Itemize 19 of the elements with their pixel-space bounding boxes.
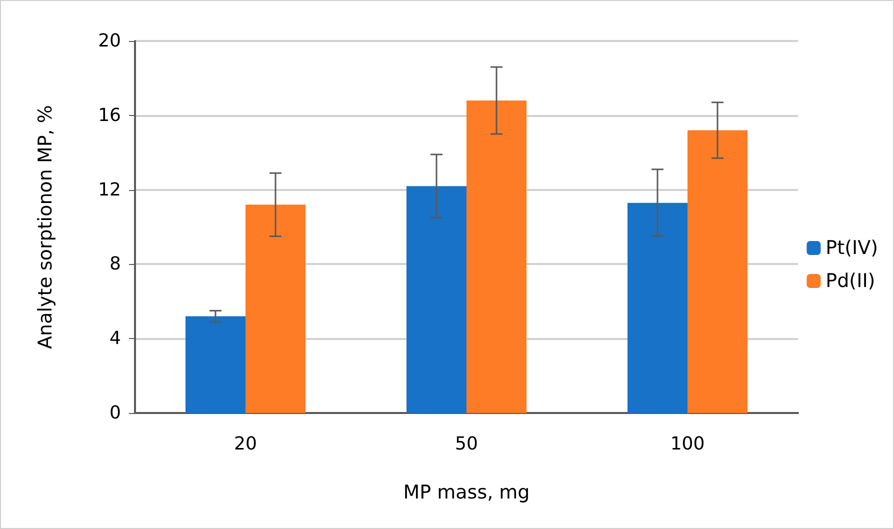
- bar: [406, 186, 466, 413]
- x-axis-title: MP mass, mg: [403, 482, 530, 504]
- x-tick-label: 50: [455, 434, 478, 454]
- bar: [246, 204, 306, 413]
- x-tick-label: 20: [234, 434, 257, 454]
- y-axis-title: Analyte sorptionon MP, %: [34, 105, 56, 349]
- y-tick-label: 16: [98, 104, 121, 126]
- bar: [628, 202, 688, 413]
- bar: [186, 316, 246, 413]
- y-tick-label: 12: [98, 179, 121, 200]
- bar: [688, 130, 748, 413]
- y-tick-label: 4: [110, 328, 121, 350]
- y-tick-label: 20: [98, 30, 121, 52]
- x-tick-label: 100: [670, 434, 705, 454]
- legend-label: Pt(IV): [826, 237, 878, 259]
- y-tick-label: 8: [110, 254, 121, 275]
- bar: [466, 100, 526, 413]
- y-tick-label: 0: [110, 402, 121, 424]
- legend-label: Pd(II): [826, 270, 876, 292]
